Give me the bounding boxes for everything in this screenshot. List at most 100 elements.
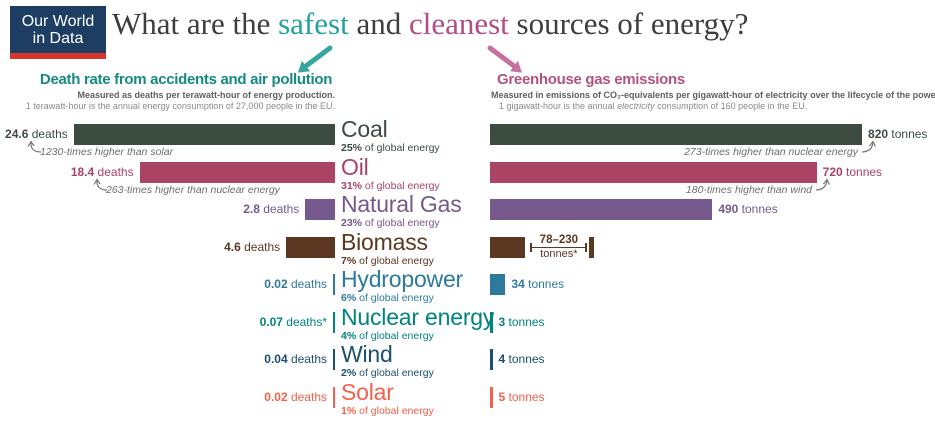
deaths-bar: [73, 124, 335, 145]
emissions-number: 34: [511, 277, 525, 291]
share-percent: 2%: [341, 367, 357, 379]
deaths-number: 18.4: [70, 164, 95, 179]
right-subtitle-line2-post: consumption of 160 people in the EU.: [654, 101, 808, 111]
emissions-range-unit: tonnes*: [540, 247, 578, 260]
emissions-range-cap-right: [585, 242, 588, 252]
share-suffix: of global energy: [356, 254, 434, 267]
deaths-number: 0.07: [259, 314, 283, 329]
deaths-unit: deaths*: [282, 314, 327, 329]
share-suffix: of global energy: [356, 404, 434, 417]
deaths-number: 0.02: [264, 389, 288, 404]
deaths-bar: [333, 311, 335, 333]
share-percent: 31%: [341, 179, 363, 192]
source-share: 2% of global energy: [341, 367, 434, 379]
emissions-bar: [490, 349, 493, 370]
emissions-unit: tonnes: [505, 352, 545, 366]
right-subtitle-line2-italic: electricity: [617, 101, 655, 111]
coal-deaths-note: 1230-times higher than solar: [40, 146, 174, 158]
emissions-unit: tonnes: [842, 164, 883, 179]
source-name: Wind: [341, 341, 393, 367]
owid-logo: Our World in Data: [10, 6, 106, 59]
oil-emissions-note: 180-times higher than wind: [685, 184, 812, 196]
deaths-number: 4.6: [224, 239, 241, 254]
source-name: Oil: [341, 153, 369, 180]
emissions-bar: [490, 124, 863, 145]
deaths-value: 24.6 deaths: [5, 127, 68, 142]
emissions-range-max-marker: [589, 236, 595, 258]
deaths-value: 0.02 deaths: [264, 390, 327, 405]
deaths-number: 24.6: [5, 127, 29, 141]
emissions-bar: [490, 199, 713, 220]
deaths-unit: deaths: [259, 202, 300, 216]
deaths-unit: deaths: [287, 352, 327, 366]
left-subtitle-line1: Measured as deaths per terawatt-hour of …: [77, 90, 335, 100]
title-safest: safest: [278, 6, 349, 41]
deaths-number: 2.8: [243, 202, 260, 216]
logo-line1: Our World: [21, 12, 95, 30]
emissions-value: 720 tonnes: [823, 165, 882, 180]
emissions-range-line: [530, 246, 588, 248]
deaths-value: 0.02 deaths: [264, 277, 327, 292]
emissions-unit: tonnes: [505, 314, 545, 329]
share-percent: 1%: [341, 404, 357, 417]
coal-emissions-note: 273-times higher than nuclear energy: [684, 146, 858, 158]
source-name: Nuclear energy: [341, 303, 495, 330]
deaths-number: 0.02: [264, 277, 288, 291]
right-panel-heading: Greenhouse gas emissions: [497, 71, 685, 88]
safest-arrow-icon: [298, 45, 333, 73]
coal-emissions-note-arrow-icon: [861, 140, 877, 153]
share-suffix: of global energy: [362, 142, 440, 154]
source-name: Natural Gas: [341, 191, 462, 217]
deaths-value: 2.8 deaths: [243, 202, 299, 217]
emissions-bar: [490, 236, 526, 258]
emissions-value: 5 tonnes: [499, 390, 545, 405]
oil-deaths-note: 263-times higher than nuclear energy: [106, 184, 280, 196]
source-share: 4% of global energy: [341, 330, 434, 342]
logo-line2: in Data: [32, 30, 84, 47]
share-suffix: of global energy: [356, 292, 434, 304]
share-percent: 25%: [341, 142, 363, 154]
deaths-unit: deaths: [28, 127, 68, 141]
emissions-number: 5: [498, 389, 506, 404]
oil-deaths-note-arrow-icon: [93, 178, 108, 191]
source-share: 31% of global energy: [341, 180, 440, 192]
title-post: sources of energy?: [508, 6, 749, 41]
emissions-value: 34 tonnes: [511, 277, 564, 292]
share-suffix: of global energy: [362, 217, 440, 229]
emissions-value: 820 tonnes: [868, 127, 927, 142]
emissions-number: 3: [498, 314, 506, 329]
emissions-number: 820: [868, 127, 889, 141]
emissions-bar: [490, 161, 817, 183]
deaths-unit: deaths: [287, 389, 327, 404]
source-share: 23% of global energy: [341, 217, 440, 229]
emissions-value: 4 tonnes: [499, 352, 545, 367]
emissions-bar: [490, 274, 506, 295]
emissions-number: 720: [822, 164, 843, 179]
share-suffix: of global energy: [356, 367, 434, 379]
title-pre: What are the: [112, 6, 279, 41]
emissions-unit: tonnes: [888, 127, 928, 141]
emissions-number: 490: [718, 202, 739, 216]
right-panel-subtitle: Measured in emissions of CO₂-equivalents…: [491, 90, 935, 112]
emissions-value: 3 tonnes: [499, 315, 545, 330]
left-panel-heading: Death rate from accidents and air pollut…: [39, 71, 333, 88]
deaths-value: 18.4 deaths: [71, 165, 134, 180]
left-subtitle-line2: 1 terawatt-hour is the annual energy con…: [25, 101, 335, 111]
emissions-unit: tonnes: [738, 202, 778, 216]
deaths-bar: [305, 199, 335, 220]
title-mid: and: [348, 6, 409, 41]
logo-red-stripe: [10, 53, 106, 59]
right-subtitle-line1: Measured in emissions of CO₂-equivalents…: [491, 90, 935, 100]
cleanest-arrow-icon: [487, 45, 522, 73]
source-name: Solar: [341, 378, 394, 405]
deaths-bar: [333, 274, 335, 295]
deaths-unit: deaths: [287, 277, 327, 291]
emissions-number: 4: [498, 352, 506, 366]
source-share: 25% of global energy: [341, 142, 440, 154]
title-cleanest: cleanest: [408, 6, 509, 41]
source-share: 7% of global energy: [341, 255, 434, 267]
emissions-range-cap-left: [530, 242, 533, 252]
deaths-bar: [139, 161, 335, 183]
deaths-value: 0.07 deaths*: [260, 315, 327, 330]
